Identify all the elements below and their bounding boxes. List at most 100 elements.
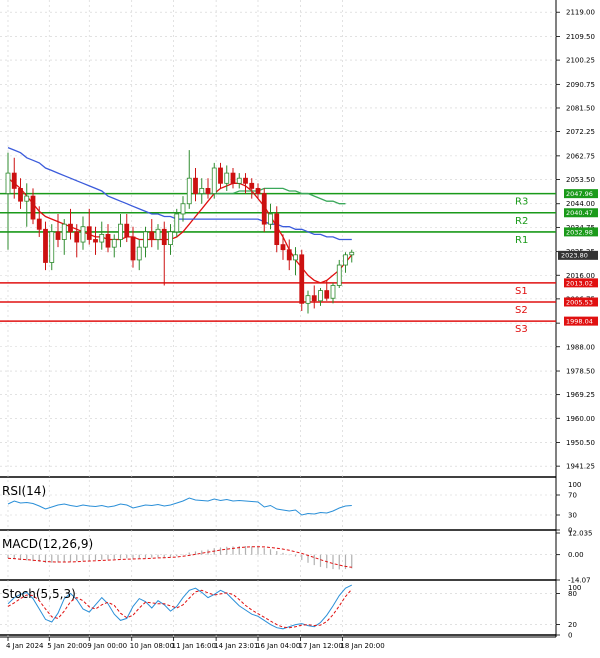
macd-histogram-bar [244, 546, 247, 555]
candle-body [43, 228, 48, 263]
candle-body [130, 236, 136, 261]
macd-histogram-bar [126, 554, 128, 559]
level-price-tag [564, 189, 598, 199]
macd-histogram-bar [344, 554, 347, 570]
price-axis-label: 2109.50 [566, 33, 595, 41]
candle-body [230, 172, 236, 184]
stoch-d-line [7, 588, 353, 629]
candle [305, 290, 311, 314]
candle [318, 288, 323, 306]
macd-panel: MACD(12,26,9) [0, 537, 556, 570]
macd-axis-label: 0.00 [568, 551, 584, 559]
level-price-tag-text: 2032.98 [566, 228, 593, 236]
macd-histogram-bar [119, 554, 122, 559]
candle [224, 165, 230, 191]
candle-body [149, 231, 155, 240]
stoch-axis-label: 20 [568, 621, 577, 629]
candle-body [305, 295, 311, 304]
rsi-axis-label: 0 [568, 527, 572, 535]
price-axis-label: 1950.50 [566, 439, 595, 447]
macd-histogram-bar [57, 554, 59, 563]
candle-body [255, 188, 261, 194]
level-price-tag [564, 278, 598, 288]
price-axis-label: 1941.25 [566, 463, 595, 471]
moving-average-line [195, 187, 346, 205]
candle-body [311, 295, 317, 302]
level-label-r1: R1 [515, 235, 528, 246]
macd-histogram-bar [238, 546, 240, 555]
candle [49, 224, 55, 271]
candle [249, 178, 255, 199]
candle [168, 224, 173, 255]
candle-body [224, 172, 230, 184]
candle [36, 206, 42, 237]
candle [30, 188, 36, 225]
candle-body [24, 195, 30, 202]
stoch-axis-top-label: 100 [568, 584, 581, 592]
candle [86, 208, 92, 245]
macd-histogram-bar [132, 554, 134, 559]
macd-histogram-bar [38, 554, 40, 562]
candle-body [243, 177, 248, 184]
candle [268, 203, 273, 230]
macd-histogram-bar [263, 548, 265, 555]
candle [68, 208, 73, 240]
candle-body [93, 239, 98, 243]
candle-body [336, 264, 342, 286]
candle [74, 224, 80, 258]
candle-body [249, 182, 255, 189]
candle [193, 167, 198, 202]
level-price-tag-text: 2047.96 [566, 190, 593, 198]
candle [161, 221, 167, 286]
candle-body [174, 213, 180, 233]
macd-histogram-bar [19, 554, 22, 561]
candle-body [349, 251, 355, 256]
rsi-axis-top-label: 100 [568, 481, 581, 489]
candle-body [211, 167, 217, 194]
candle-body [218, 167, 223, 184]
macd-histogram-bar [32, 554, 34, 562]
macd-histogram-bar [269, 549, 272, 555]
candle [205, 178, 211, 199]
current-price-tag [558, 250, 598, 260]
macd-axis-label: 12.035 [568, 530, 593, 538]
candle [43, 221, 48, 271]
candle [174, 208, 180, 237]
candle [149, 219, 155, 248]
candle-body [286, 249, 292, 261]
candle [274, 206, 280, 253]
candle-body [11, 172, 17, 189]
rsi-title: RSI(14) [2, 484, 46, 498]
macd-histogram-bar [113, 554, 115, 560]
level-label-s1: S1 [515, 286, 528, 297]
candle [280, 234, 286, 260]
macd-histogram-bar [63, 554, 65, 562]
macd-histogram-bar [182, 554, 184, 556]
candle [343, 252, 348, 273]
stoch-axis-label: 0 [568, 632, 572, 640]
candle-body [49, 231, 55, 263]
x-axis-label: 4 Jan 2024 [6, 642, 44, 650]
macd-histogram-bar [151, 554, 153, 558]
price-panel: R3 R2 R1 S1 S2 S3 [0, 146, 556, 335]
candle [143, 226, 148, 258]
macd-histogram-bar [176, 554, 178, 557]
macd-histogram-bar [288, 554, 290, 556]
level-price-tag [564, 316, 598, 326]
candle-body [268, 213, 273, 225]
candle [336, 259, 342, 289]
candle [105, 224, 111, 253]
price-axis-label: 1988.00 [566, 343, 595, 351]
current-price-tag-text: 2023.80 [561, 252, 588, 260]
candle [61, 219, 67, 255]
macd-histogram-bar [338, 554, 340, 570]
macd-histogram-bar [163, 554, 165, 558]
level-price-tag [564, 227, 598, 237]
candle-body [299, 254, 305, 304]
macd-signal-line [7, 546, 352, 568]
price-axis-label: 2119.00 [566, 9, 595, 17]
macd-histogram-bar [194, 551, 197, 555]
grid-layer [0, 0, 557, 638]
